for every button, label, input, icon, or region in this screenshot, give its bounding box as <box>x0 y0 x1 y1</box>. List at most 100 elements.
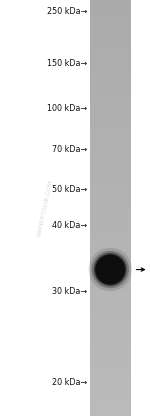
Bar <box>90 92 130 93</box>
Bar <box>90 25 130 26</box>
Bar <box>90 336 130 337</box>
Bar <box>90 329 130 330</box>
Bar <box>90 316 130 317</box>
Bar <box>90 243 130 244</box>
Bar <box>90 218 130 219</box>
Bar <box>90 392 130 394</box>
Bar <box>90 171 130 172</box>
Bar <box>90 280 130 282</box>
Bar <box>90 248 130 250</box>
Bar <box>90 132 130 133</box>
Bar <box>90 147 130 149</box>
Bar <box>90 300 130 301</box>
Bar <box>90 108 130 109</box>
Bar <box>90 71 130 72</box>
Bar <box>90 205 130 207</box>
Bar <box>90 345 130 347</box>
Bar <box>90 100 130 101</box>
Bar <box>90 291 130 292</box>
Bar <box>90 220 130 222</box>
Bar <box>90 197 130 198</box>
Bar <box>90 96 130 97</box>
Bar <box>90 28 130 29</box>
Text: WWW.PTGLIB.COM: WWW.PTGLIB.COM <box>36 179 54 237</box>
Bar <box>90 379 130 380</box>
Bar <box>90 40 130 42</box>
Bar <box>90 275 130 276</box>
Bar <box>90 26 130 28</box>
Ellipse shape <box>92 251 129 288</box>
Bar <box>90 17 130 18</box>
Bar <box>90 89 130 90</box>
Bar <box>90 287 130 288</box>
Text: 50 kDa→: 50 kDa→ <box>52 185 87 194</box>
Bar <box>90 169 130 171</box>
Bar <box>90 24 130 25</box>
Bar <box>90 304 130 305</box>
Bar <box>90 384 130 386</box>
Text: 40 kDa→: 40 kDa→ <box>52 221 87 230</box>
Bar <box>90 313 130 315</box>
Bar <box>90 223 130 225</box>
Bar <box>90 413 130 415</box>
Bar <box>90 319 130 320</box>
Bar <box>90 347 130 348</box>
Bar <box>90 153 130 154</box>
Bar <box>90 72 130 74</box>
Bar <box>90 365 130 366</box>
Bar <box>90 62 130 64</box>
Bar <box>90 146 130 147</box>
Bar <box>90 30 130 32</box>
Bar <box>90 83 130 84</box>
Bar <box>90 180 130 182</box>
Bar <box>90 258 130 259</box>
Bar <box>90 154 130 155</box>
Bar <box>90 215 130 216</box>
Bar <box>90 250 130 251</box>
Bar <box>90 35 130 36</box>
Bar <box>90 162 130 163</box>
Bar <box>90 263 130 265</box>
Bar <box>90 186 130 187</box>
Bar <box>90 193 130 194</box>
Bar <box>90 29 130 30</box>
Bar <box>90 305 130 307</box>
Bar <box>90 251 130 253</box>
Bar <box>90 124 130 125</box>
Bar <box>90 143 130 144</box>
Bar <box>90 219 130 220</box>
Bar <box>90 182 130 183</box>
Bar <box>90 21 130 22</box>
Bar <box>90 3 130 4</box>
Bar <box>90 405 130 406</box>
Bar <box>90 241 130 243</box>
Bar <box>90 352 130 354</box>
Bar <box>90 57 130 58</box>
Bar <box>90 59 130 61</box>
Bar <box>90 369 130 370</box>
Bar <box>90 254 130 255</box>
Bar <box>90 226 130 228</box>
Bar <box>90 159 130 161</box>
Bar <box>90 390 130 391</box>
Bar <box>90 295 130 297</box>
Text: 70 kDa→: 70 kDa→ <box>52 145 87 154</box>
Bar <box>90 415 130 416</box>
Bar <box>90 128 130 129</box>
Ellipse shape <box>88 248 132 291</box>
Bar <box>90 111 130 112</box>
Bar <box>90 406 130 408</box>
Bar <box>90 176 130 178</box>
Bar <box>90 36 130 37</box>
Bar <box>90 179 130 180</box>
Bar <box>90 269 130 270</box>
Bar <box>90 395 130 396</box>
Bar <box>90 391 130 392</box>
Bar <box>90 93 130 94</box>
Bar <box>90 358 130 359</box>
Bar <box>90 161 130 162</box>
Bar <box>90 126 130 128</box>
Bar <box>90 266 130 267</box>
Bar <box>90 320 130 322</box>
Bar <box>90 122 130 124</box>
